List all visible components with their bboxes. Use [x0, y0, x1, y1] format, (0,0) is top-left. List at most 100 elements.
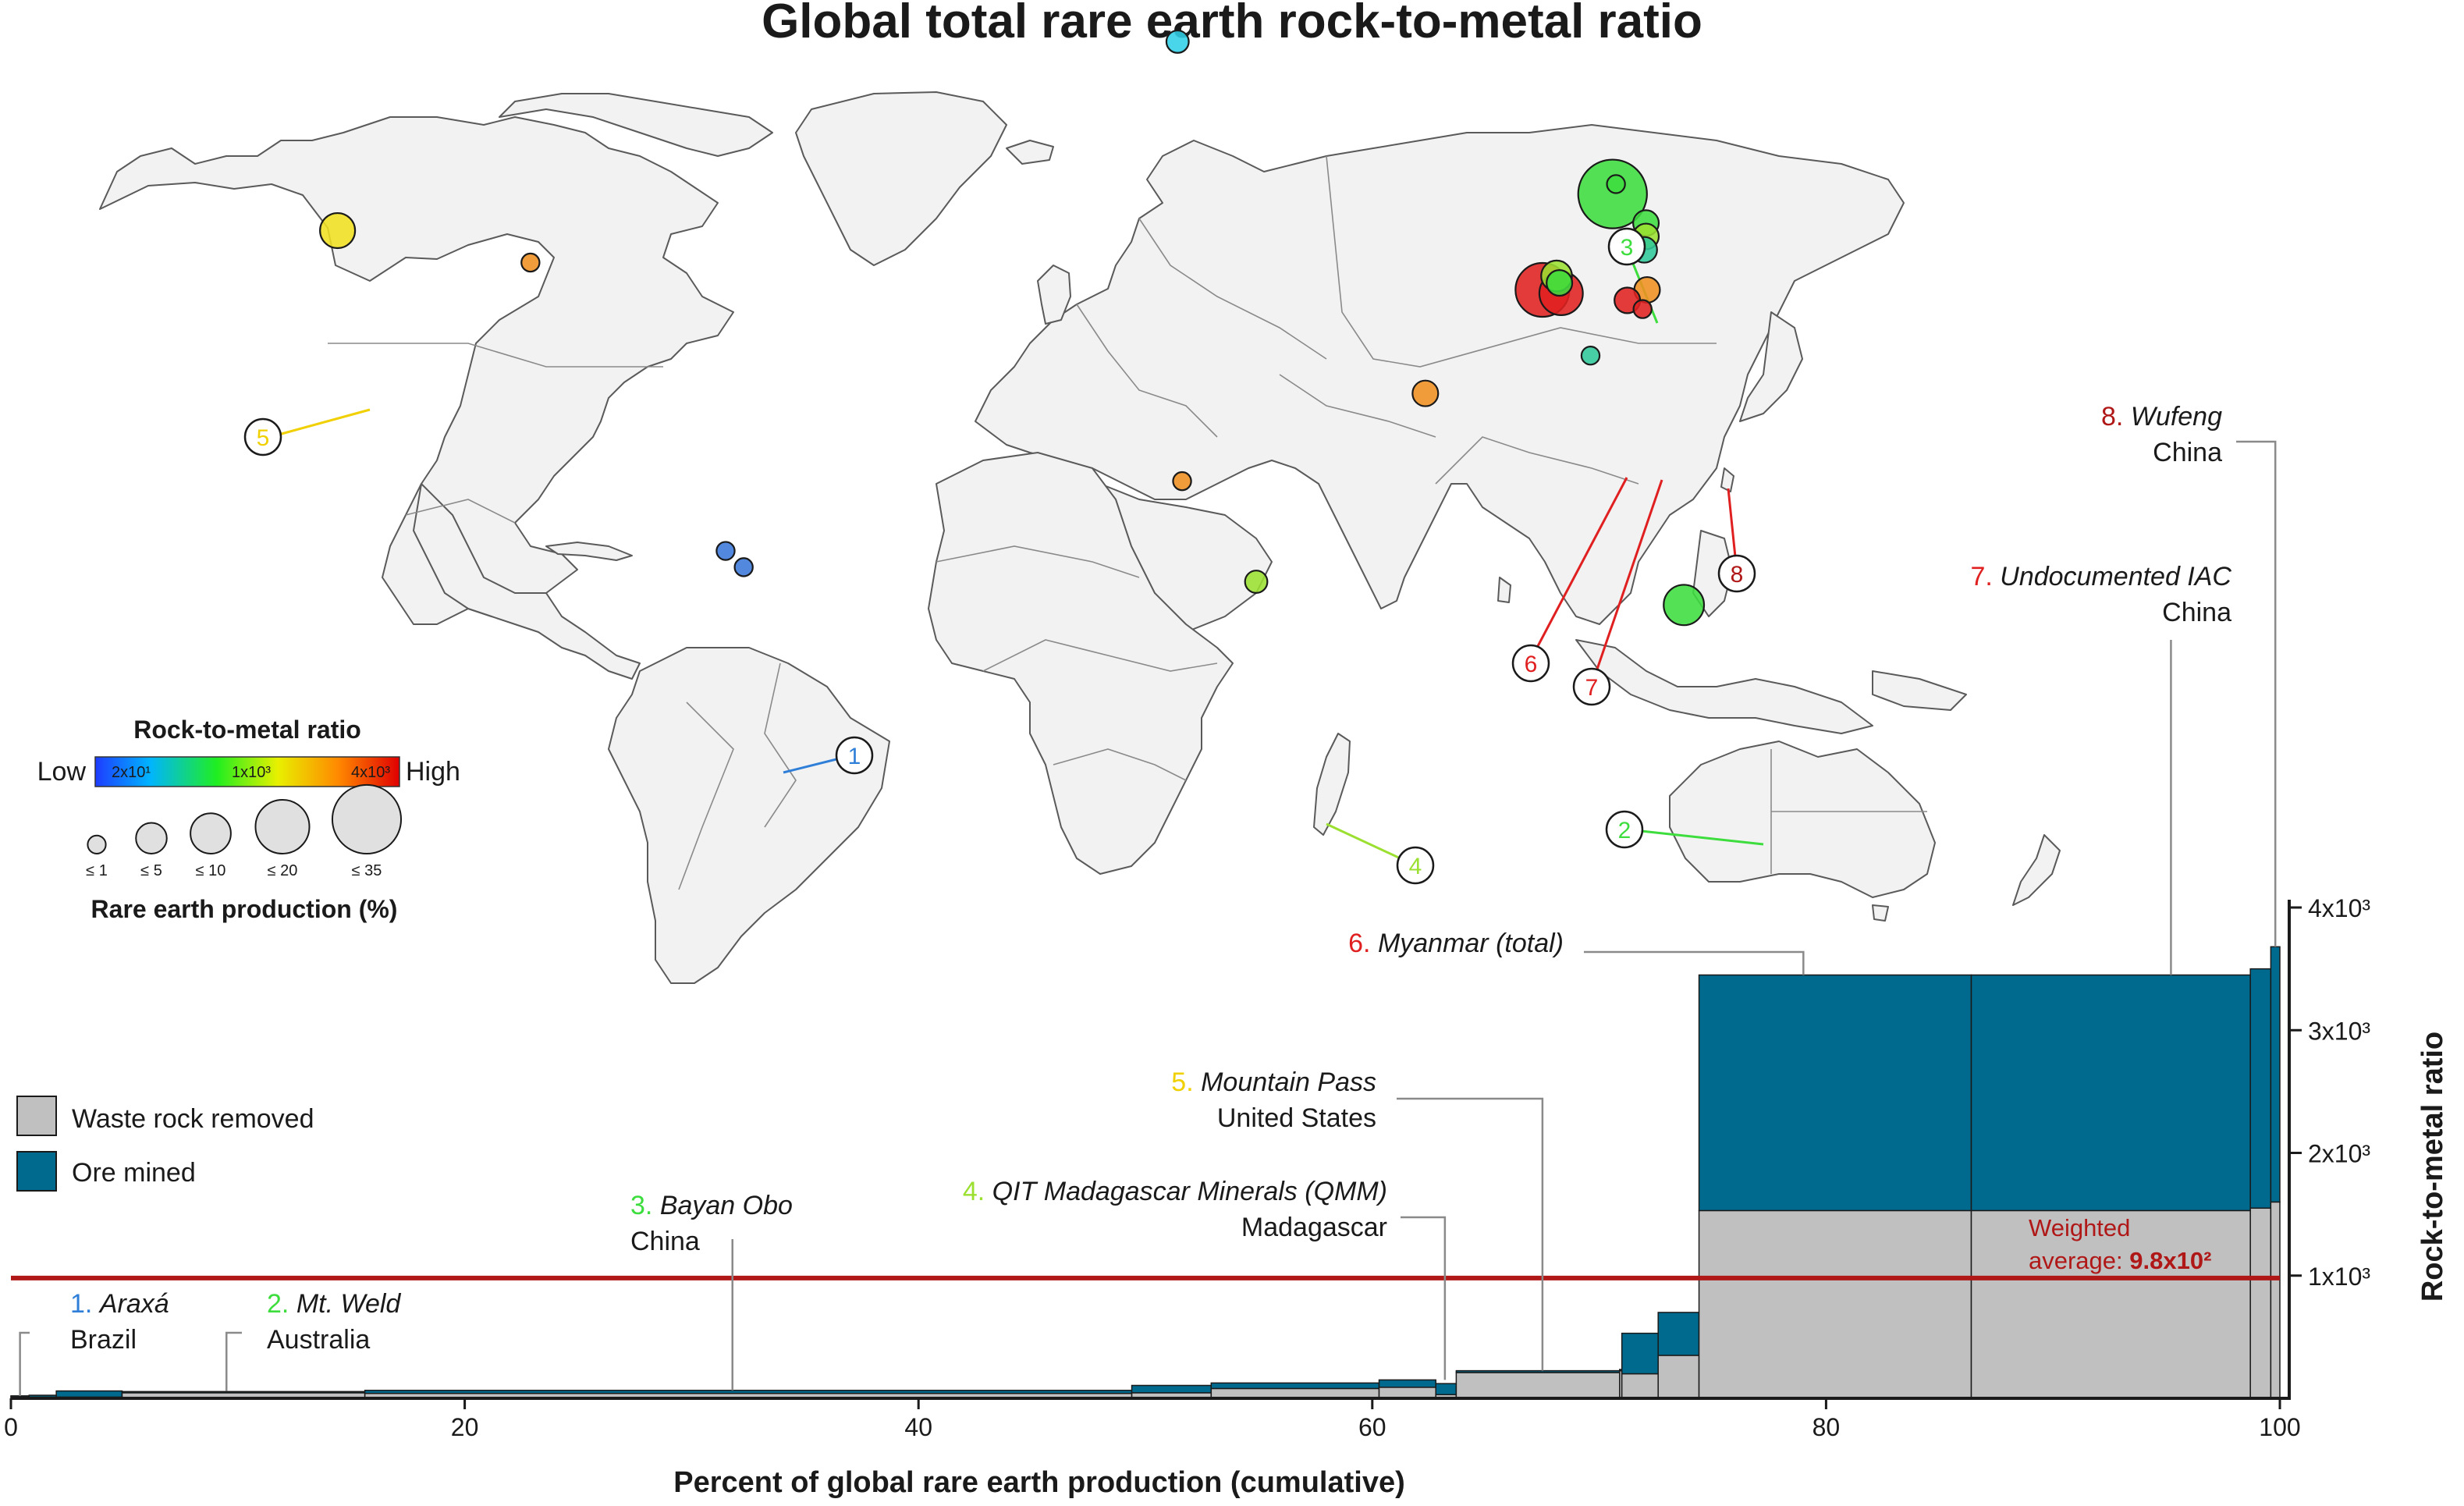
svg-text:1: 1 [848, 744, 861, 769]
y-axis-title: Rock-to-metal ratio [2416, 1032, 2449, 1302]
callout-labels: 1. Araxá Brazil 2. Mt. Weld Australia 3. Bay… [70, 402, 2231, 1355]
y-tick-label: 1x10³ [2308, 1263, 2370, 1291]
bar-ore-10 [1455, 1369, 1621, 1373]
size-legend-label: ≤ 5 [140, 862, 162, 879]
colorbar-low-label: Low [37, 757, 87, 787]
map-marker-other-16 [1546, 269, 1574, 297]
south-america-landmass [608, 647, 890, 984]
callout-name-1: 1. Araxá [70, 1289, 169, 1319]
callout-country-7: China [2162, 598, 2231, 627]
callout-line-5 [1397, 1097, 1544, 1371]
size-legend-circle [190, 812, 232, 855]
svg-text:6: 6 [1525, 652, 1538, 677]
site-badge-1: 1 [835, 736, 874, 775]
cuba-landmass [545, 542, 633, 561]
size-legend-circle [254, 798, 311, 854]
bar-waste-13 [1657, 1355, 1700, 1399]
colorbar-tick-mid: 1x10³ [232, 764, 271, 781]
x-tick-label: 40 [904, 1413, 932, 1441]
bar-ore-6 [1131, 1384, 1212, 1394]
colorbar-tick-high: 4x10³ [351, 764, 390, 781]
bar-ore-13 [1657, 1312, 1700, 1356]
bar-ore-9 [1435, 1383, 1457, 1396]
bar-ore-12 [1621, 1332, 1659, 1375]
map-marker-other-9 [1165, 29, 1190, 54]
colorbar-tick-low: 2x10¹ [112, 764, 151, 781]
taiwan-landmass [1720, 467, 1734, 492]
svg-text:7: 7 [1585, 675, 1599, 701]
bar-waste-15 [1970, 1209, 2251, 1399]
map-legend: Rock-to-metal ratio Low 2x10¹ 1x10³ 4x10… [37, 716, 460, 923]
world-map [99, 91, 2061, 984]
arctic-islands-landmass [499, 93, 773, 157]
new-guinea-landmass [1872, 670, 1967, 711]
site-badge-5: 5 [243, 417, 282, 456]
y-tick-label: 4x10³ [2308, 894, 2370, 922]
australia-landmass [1669, 741, 1936, 898]
callout-name-2: 2. Mt. Weld [267, 1289, 401, 1319]
svg-text:5: 5 [257, 425, 270, 451]
colorbar-title: Rock-to-metal ratio [133, 716, 361, 744]
callout-name-3: 3. Bayan Obo [630, 1191, 793, 1220]
map-marker-5-7 [319, 211, 357, 250]
size-legend-label: ≤ 35 [352, 862, 382, 879]
y-tick-label: 3x10³ [2308, 1017, 2370, 1045]
callout-country-2: Australia [267, 1325, 370, 1355]
x-axis-title: Percent of global rare earth production … [673, 1466, 1405, 1499]
uk-landmass [1037, 265, 1071, 325]
japan-landmass [1739, 311, 1803, 422]
size-legend: ≤ 1 ≤ 5 ≤ 10 ≤ 20 ≤ 35 [86, 783, 403, 879]
x-tick-label: 80 [1812, 1413, 1841, 1441]
greenland-landmass [795, 91, 1007, 266]
site-badge-4: 4 [1396, 846, 1435, 885]
callout-name-4: 4. QIT Madagascar Minerals (QMM) [963, 1177, 1387, 1206]
leader-line-7 [1590, 479, 1663, 686]
site-badge-3: 3 [1607, 227, 1646, 266]
map-marker-other-8 [520, 252, 541, 273]
bar-ore-15 [1970, 974, 2251, 1212]
new-zealand-landmass [2012, 834, 2061, 906]
x-tick-label: 60 [1358, 1413, 1386, 1441]
ore-swatch [16, 1151, 57, 1192]
leader-line-5 [278, 408, 371, 436]
callout-lines [19, 440, 2277, 1396]
site-badge-6: 6 [1511, 644, 1550, 683]
size-legend-title: Rare earth production (%) [91, 895, 398, 923]
map-markers [319, 29, 1706, 627]
svg-text:8: 8 [1731, 562, 1744, 588]
callout-country-8: China [2153, 438, 2222, 467]
callout-country-4: Madagascar [1241, 1213, 1387, 1242]
callout-line-2 [225, 1331, 242, 1391]
map-site-badges: 1 2 3 4 5 6 7 8 [243, 227, 1756, 885]
callout-name-7: 7. Undocumented IAC [1970, 562, 2231, 591]
size-legend-label: ≤ 10 [196, 862, 226, 879]
waste-swatch [16, 1096, 57, 1136]
figure-title: Global total rare earth rock-to-metal ra… [762, 0, 1702, 48]
size-legend-circle [331, 783, 403, 854]
map-marker-8-19 [1632, 299, 1653, 319]
leader-line-2 [1626, 828, 1764, 846]
callout-name-5: 5. Mountain Pass [1171, 1067, 1376, 1097]
colorbar-high-label: High [406, 757, 460, 787]
bar-waste-16 [2249, 1207, 2272, 1399]
svg-text:2: 2 [1618, 818, 1631, 844]
philippines-landmass [1692, 530, 1733, 617]
indonesia-landmass [1575, 639, 1873, 734]
bar-ore-5 [364, 1390, 1133, 1394]
bar-waste-8 [1378, 1387, 1436, 1399]
tasmania-landmass [1872, 904, 1889, 922]
weighted-average-label-line1: Weighted [2029, 1214, 2130, 1241]
country-borders [328, 155, 1927, 890]
bar-legend: Waste rock removed Ore mined [16, 1096, 314, 1192]
iceland-landmass [1006, 140, 1054, 165]
map-marker-2-3 [1663, 584, 1706, 627]
size-legend-label: ≤ 1 [86, 862, 108, 879]
madagascar-landmass [1313, 733, 1351, 836]
x-tick-label: 100 [2259, 1413, 2300, 1441]
waste-legend-label: Waste rock removed [72, 1104, 314, 1134]
callout-country-1: Brazil [70, 1325, 137, 1355]
callout-name-8: 8. Wufeng [2101, 402, 2222, 432]
north-america-landmass [99, 116, 734, 625]
x-tick-label: 20 [451, 1413, 479, 1441]
site-badge-8: 8 [1717, 554, 1756, 593]
